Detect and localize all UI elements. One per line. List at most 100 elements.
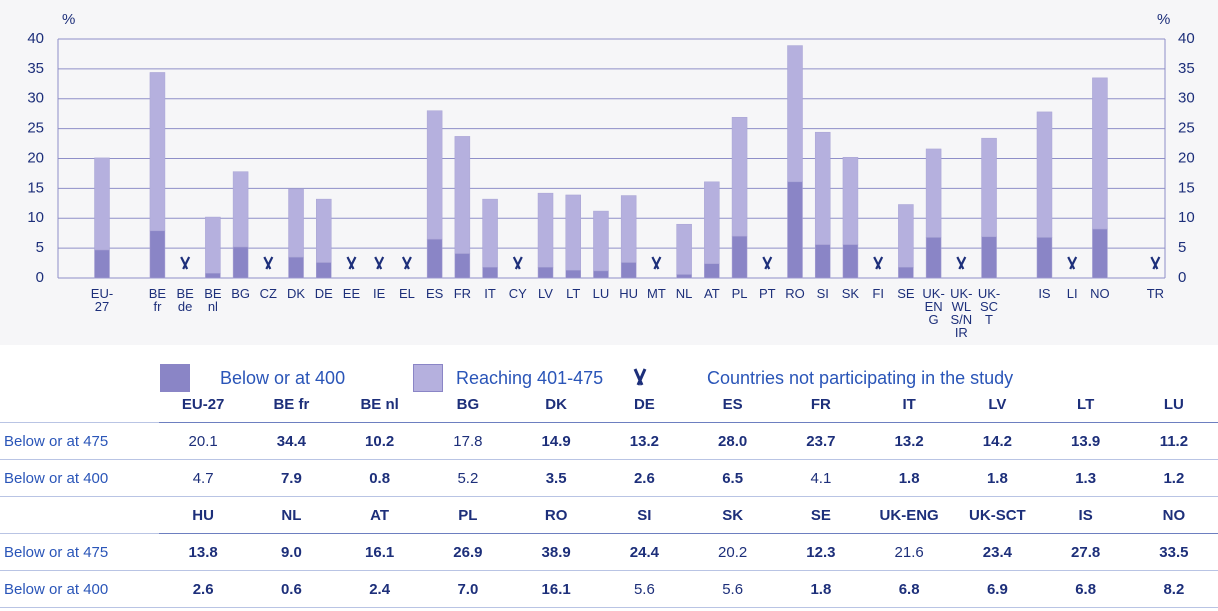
y-tick-label: 25 xyxy=(27,120,44,137)
y2-tick-label: 40 xyxy=(1178,30,1195,47)
x-tick-label: LU xyxy=(592,286,610,301)
table-cell: 6.5 xyxy=(688,459,777,497)
bar-segment xyxy=(94,157,110,251)
bar-segment xyxy=(731,117,748,237)
table-cell: 12.3 xyxy=(776,533,865,571)
legend-label: Reaching 401-475 xyxy=(456,368,604,388)
x-tick-label: MT xyxy=(647,286,666,301)
table-cell: 34.4 xyxy=(247,422,336,460)
column-header: PL xyxy=(423,496,512,534)
table-cell: 5.6 xyxy=(600,570,689,608)
x-tick-label: FR xyxy=(453,286,472,301)
table-cell: 23.7 xyxy=(776,422,865,460)
row-label: Below or at 475 xyxy=(0,533,159,571)
row-label: Below or at 400 xyxy=(0,459,159,497)
table-cell: 27.8 xyxy=(1041,533,1130,571)
not-participating-marker xyxy=(1067,256,1078,270)
bar-segment xyxy=(537,192,554,268)
y2-tick-label: 0 xyxy=(1178,269,1186,286)
x-tick-label: EU-27 xyxy=(90,286,114,314)
row-label: Below or at 475 xyxy=(0,422,159,460)
table-cell: 21.6 xyxy=(865,533,954,571)
table-cell: 3.5 xyxy=(512,459,601,497)
x-tick-label: IT xyxy=(484,286,496,301)
column-header: RO xyxy=(512,496,601,534)
bar-segment xyxy=(787,45,803,183)
column-header: SK xyxy=(688,496,777,534)
table-cell: 33.5 xyxy=(1129,533,1218,571)
table-cell: 16.1 xyxy=(335,533,424,571)
table-cell: 13.8 xyxy=(159,533,248,571)
column-header: IT xyxy=(865,386,954,423)
table-cell: 10.2 xyxy=(335,422,424,460)
chart: % % 0 0 5 5 10 10 15 15 20 20 25 25 30 30 35 35 40 40 xyxy=(0,0,1218,345)
column-header: UK-ENG xyxy=(865,496,954,534)
table-cell: 1.3 xyxy=(1041,459,1130,497)
table-cell: 0.6 xyxy=(247,570,336,608)
bar-segment xyxy=(981,236,997,279)
x-tick-label: UK-ENG xyxy=(922,286,945,327)
bar-segment xyxy=(981,137,997,238)
table-cell: 0.8 xyxy=(335,459,424,497)
x-tick-label: PL xyxy=(731,286,748,301)
column-header: FR xyxy=(776,386,865,423)
bar-segment xyxy=(205,216,221,274)
column-header: NO xyxy=(1129,496,1218,534)
table-row: Below or at 475 20.1 34.4 10.2 17.8 14.9 13.2 2… xyxy=(0,422,1218,460)
y-tick-label: 30 xyxy=(27,90,44,107)
table-cell: 28.0 xyxy=(688,422,777,460)
table-cell: 20.1 xyxy=(159,422,248,460)
x-tick-label: EL xyxy=(398,286,415,301)
bar-segment xyxy=(925,148,942,238)
column-header: LV xyxy=(953,386,1042,423)
table-cell: 6.8 xyxy=(1041,570,1130,608)
y-tick-label: 5 xyxy=(36,239,44,256)
table-cell: 9.0 xyxy=(247,533,336,571)
table-cell: 4.1 xyxy=(776,459,865,497)
table-cell: 7.0 xyxy=(423,570,512,608)
y-tick-label: 0 xyxy=(36,269,44,286)
legend-cross xyxy=(633,368,647,386)
y-tick-label: 15 xyxy=(27,179,44,196)
column-header: SI xyxy=(600,496,689,534)
y2-tick-label: 25 xyxy=(1178,120,1195,137)
y-tick-label: 20 xyxy=(27,149,44,166)
y2-tick-label: 30 xyxy=(1178,90,1195,107)
table-cell: 13.9 xyxy=(1041,422,1130,460)
bar-segment xyxy=(426,110,443,240)
bar-segment xyxy=(1036,237,1053,279)
table-cell: 17.8 xyxy=(423,422,512,460)
bar-segment xyxy=(94,249,110,279)
bar-segment xyxy=(482,198,498,268)
bar-segment xyxy=(842,244,859,279)
x-tick-label: IS xyxy=(1038,286,1051,301)
table-cell: 14.2 xyxy=(953,422,1042,460)
column-header: AT xyxy=(335,496,424,534)
table-cell: 13.2 xyxy=(600,422,689,460)
column-header: LU xyxy=(1129,386,1218,423)
chart-background xyxy=(0,0,1218,345)
bar-segment xyxy=(565,194,581,271)
table-cell: 6.9 xyxy=(953,570,1042,608)
x-tick-label: SK xyxy=(841,286,860,301)
x-tick-label: NL xyxy=(675,286,693,301)
y2-tick-label: 15 xyxy=(1178,179,1195,196)
x-tick-label: CZ xyxy=(259,286,277,301)
y2-axis-unit: % xyxy=(1157,11,1170,28)
bar-segment xyxy=(925,237,942,279)
table-row: Below or at 400 4.7 7.9 0.8 5.2 3.5 2.6 6.5 4.1 1… xyxy=(0,459,1218,497)
bar-segment xyxy=(704,263,720,279)
not-participating-marker xyxy=(263,256,274,270)
bar-segment xyxy=(454,253,471,279)
x-tick-label: UK-SCT xyxy=(977,286,1001,327)
table-cell: 2.4 xyxy=(335,570,424,608)
x-tick-label: HU xyxy=(619,286,639,301)
table-cell: 1.8 xyxy=(953,459,1042,497)
x-tick-label: TR xyxy=(1146,286,1165,301)
column-header: DK xyxy=(512,386,601,423)
not-participating-marker xyxy=(374,256,385,270)
x-tick-label: ES xyxy=(425,286,444,301)
bar-segment xyxy=(1092,77,1108,230)
bar-segment xyxy=(676,274,692,279)
